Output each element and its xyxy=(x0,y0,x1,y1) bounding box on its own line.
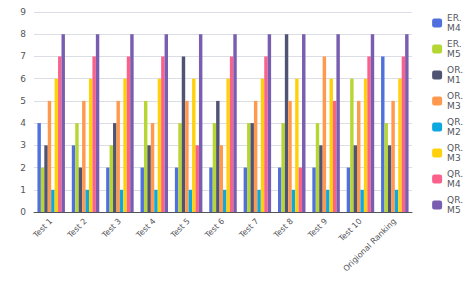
svg-text:M1: M1 xyxy=(447,75,461,85)
svg-text:M5: M5 xyxy=(447,205,461,215)
svg-text:M2: M2 xyxy=(447,127,461,137)
svg-text:Test 6: Test 6 xyxy=(203,217,227,241)
svg-text:Test 9: Test 9 xyxy=(306,217,330,241)
svg-text:Test 2: Test 2 xyxy=(65,217,89,241)
svg-text:Test 3: Test 3 xyxy=(100,217,124,241)
svg-text:QR.: QR. xyxy=(447,195,463,205)
svg-text:M4: M4 xyxy=(447,23,461,33)
svg-text:Test 10: Test 10 xyxy=(336,217,363,244)
svg-text:QR.: QR. xyxy=(447,169,463,179)
svg-text:1: 1 xyxy=(20,185,26,195)
svg-text:7: 7 xyxy=(20,51,26,61)
svg-text:Test 5: Test 5 xyxy=(168,217,192,241)
svg-text:M3: M3 xyxy=(447,101,461,111)
svg-text:8: 8 xyxy=(20,29,26,39)
svg-text:5: 5 xyxy=(20,96,26,106)
svg-text:ER.: ER. xyxy=(447,39,461,49)
svg-text:Test 4: Test 4 xyxy=(134,217,158,241)
svg-text:Test 1: Test 1 xyxy=(31,217,55,241)
svg-text:3: 3 xyxy=(20,140,26,150)
svg-text:4: 4 xyxy=(20,118,26,128)
svg-text:OR.: OR. xyxy=(447,91,463,101)
svg-text:M4: M4 xyxy=(447,179,461,189)
svg-text:OR.: OR. xyxy=(447,65,463,75)
svg-text:9: 9 xyxy=(20,7,26,17)
svg-text:2: 2 xyxy=(20,163,26,173)
svg-text:Test 7: Test 7 xyxy=(237,217,261,241)
svg-text:6: 6 xyxy=(20,74,26,84)
svg-text:Origional Ranking: Origional Ranking xyxy=(341,217,398,274)
svg-text:M5: M5 xyxy=(447,49,461,59)
svg-text:M3: M3 xyxy=(447,153,461,163)
svg-text:QR.: QR. xyxy=(447,117,463,127)
svg-text:ER.: ER. xyxy=(447,13,461,23)
svg-text:0: 0 xyxy=(20,207,26,217)
svg-text:Test 8: Test 8 xyxy=(271,217,295,241)
svg-text:QR.: QR. xyxy=(447,143,463,153)
